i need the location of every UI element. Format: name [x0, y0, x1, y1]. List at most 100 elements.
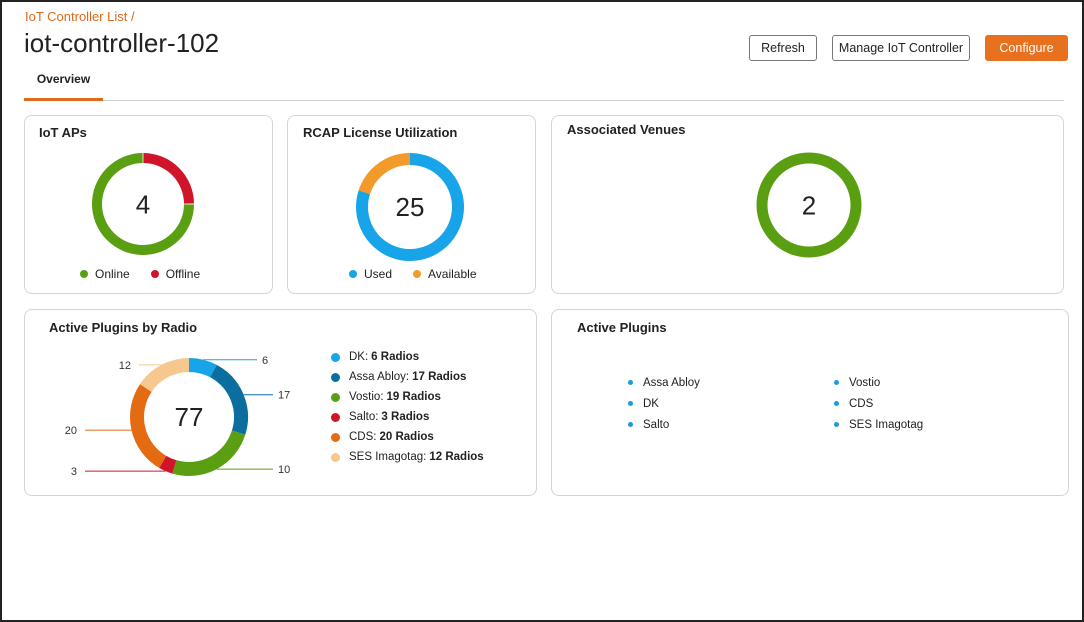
rcap-donut: 25: [356, 153, 464, 261]
venues-donut: 2: [756, 152, 862, 258]
plugin-name: SES Imagotag: [849, 418, 924, 431]
iot-aps-slice-online[interactable]: [92, 153, 194, 255]
plugin-name: DK: [643, 397, 659, 410]
plugins-slice-vostio[interactable]: [172, 430, 246, 476]
online-dot-icon: [80, 270, 88, 278]
iot-aps-legend: Online Offline: [80, 267, 200, 281]
plugins-by-radio-card: Active Plugins by Radio 77 6 17 10 3 20 12 DK:…: [24, 309, 537, 496]
rcap-slice-used[interactable]: [356, 153, 464, 261]
venues-card: Associated Venues 2: [551, 115, 1064, 294]
callout-label: 12: [119, 360, 131, 372]
plugins-slice-cds[interactable]: [130, 384, 167, 468]
callout-label: 3: [71, 466, 77, 478]
venues-total-label: 2: [802, 190, 816, 220]
breadcrumb-separator: /: [130, 9, 135, 24]
legend-item-ses-imagotag[interactable]: SES Imagotag: 12 Radios: [331, 447, 484, 467]
plugin-name: Assa Abloy: [643, 376, 700, 389]
legend-item-name: DK:: [349, 351, 369, 363]
legend-item-assa-abloy[interactable]: Assa Abloy: 17 Radios: [331, 367, 484, 387]
rcap-legend: Used Available: [349, 267, 477, 281]
bullet-icon: [834, 380, 839, 385]
legend-online-label: Online: [95, 267, 130, 281]
callout-label: 17: [278, 390, 290, 402]
rcap-total-label: 25: [396, 192, 425, 222]
plugins-slice-ses-imagotag[interactable]: [140, 358, 190, 393]
legend-dot-icon: [331, 352, 340, 362]
list-item: Salto: [628, 414, 700, 435]
legend-dot-icon: [331, 372, 340, 382]
available-dot-icon: [413, 270, 422, 278]
list-item: Vostio: [834, 372, 923, 393]
bullet-icon: [628, 422, 633, 427]
iot-aps-slice-offline[interactable]: [143, 153, 194, 204]
legend-item-radios: 17 Radios: [412, 371, 467, 383]
page-title: iot-controller-102: [24, 28, 220, 58]
legend-item-radios: 3 Radios: [381, 411, 430, 423]
legend-item-name: Salto:: [349, 411, 379, 423]
used-dot-icon: [349, 270, 357, 278]
legend-used-label: Used: [364, 267, 393, 281]
legend-offline-label: Offline: [165, 267, 201, 281]
rcap-slice-available[interactable]: [358, 153, 411, 195]
legend-item-name: SES Imagotag:: [349, 451, 427, 463]
legend-item-name: Vostio:: [349, 391, 384, 403]
offline-dot-icon: [150, 270, 159, 278]
rcap-card: RCAP License Utilization 25 Used Availab…: [287, 115, 536, 294]
legend-item-radios: 20 Radios: [379, 431, 434, 443]
iot-aps-title: IoT APs: [39, 125, 87, 140]
rcap-title: RCAP License Utilization: [303, 125, 458, 140]
legend-item-radios: 12 Radios: [429, 451, 484, 463]
venues-title: Associated Venues: [567, 122, 686, 137]
legend-available-label: Available: [428, 267, 477, 281]
legend-item-cds[interactable]: CDS: 20 Radios: [331, 427, 484, 447]
iot-aps-donut: 4: [92, 153, 194, 255]
active-plugins-column-1: Assa Abloy DK Salto: [628, 372, 700, 435]
plugins-total-label: 77: [175, 402, 204, 432]
legend-item-dk[interactable]: DK: 6 Radios: [331, 347, 484, 367]
legend-item-salto[interactable]: Salto: 3 Radios: [331, 407, 484, 427]
legend-dot-icon: [331, 432, 340, 442]
venues-slice-total[interactable]: [756, 152, 862, 258]
active-plugins-title: Active Plugins: [577, 320, 667, 335]
bullet-icon: [628, 401, 633, 406]
bullet-icon: [834, 422, 839, 427]
legend-online[interactable]: Online: [80, 267, 130, 281]
legend-dot-icon: [331, 412, 340, 422]
plugins-slice-dk[interactable]: [188, 358, 217, 378]
legend-item-radios: 6 Radios: [371, 351, 420, 363]
refresh-button[interactable]: Refresh: [749, 35, 817, 61]
plugin-name: Vostio: [849, 376, 881, 389]
plugins-slice-salto[interactable]: [159, 455, 177, 474]
plugins-slice-assa-abloy[interactable]: [209, 364, 248, 435]
plugins-by-radio-legend: DK: 6 Radios Assa Abloy: 17 Radios Vostio: 19…: [331, 347, 484, 467]
breadcrumb-iot-controller-list[interactable]: IoT Controller List: [25, 9, 128, 24]
legend-item-vostio[interactable]: Vostio: 19 Radios: [331, 387, 484, 407]
legend-used[interactable]: Used: [349, 267, 392, 281]
bullet-icon: [834, 401, 839, 406]
plugin-name: Salto: [643, 418, 670, 431]
legend-available[interactable]: Available: [413, 267, 477, 281]
plugins-by-radio-donut: 77 6 17 10 3 20 12: [65, 355, 291, 478]
iot-aps-card: IoT APs 4 Online Offline: [24, 115, 273, 294]
legend-offline[interactable]: Offline: [150, 267, 201, 281]
list-item: Assa Abloy: [628, 372, 700, 393]
active-plugins-card: Active Plugins Assa Abloy DK Salto Vosti…: [551, 309, 1069, 496]
plugin-name: CDS: [849, 397, 874, 410]
tab-bar: Overview: [24, 66, 1064, 101]
iot-aps-total-label: 4: [136, 189, 150, 219]
bullet-icon: [628, 380, 633, 385]
list-item: SES Imagotag: [834, 414, 923, 435]
plugins-by-radio-title: Active Plugins by Radio: [49, 320, 198, 335]
callout-label: 6: [262, 355, 268, 367]
legend-dot-icon: [331, 452, 340, 462]
callout-label: 20: [65, 425, 77, 437]
active-plugins-column-2: Vostio CDS SES Imagotag: [834, 372, 923, 435]
tab-overview[interactable]: Overview: [24, 66, 103, 101]
manage-iot-controller-button[interactable]: Manage IoT Controller: [832, 35, 970, 61]
legend-item-name: Assa Abloy:: [349, 371, 410, 383]
configure-button[interactable]: Configure: [985, 35, 1068, 61]
list-item: CDS: [834, 393, 923, 414]
breadcrumb: IoT Controller List /: [25, 9, 135, 24]
callout-label: 10: [278, 464, 290, 476]
